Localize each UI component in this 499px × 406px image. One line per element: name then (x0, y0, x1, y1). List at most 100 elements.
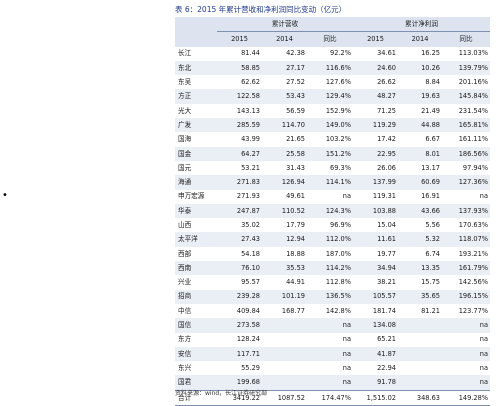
table-row: 山西 35.02 17.79 96.9% 15.04 5.56 170.63% (175, 218, 491, 233)
value-cell: 409.84 (217, 303, 262, 319)
value-cell: 27.52 (262, 75, 307, 90)
value-cell: 19.77 (353, 246, 398, 262)
value-cell: na (307, 318, 353, 333)
table-row: 广发 285.59 114.70 149.0% 119.29 44.88 165.81% (175, 118, 491, 133)
value-cell (398, 346, 442, 362)
value-cell: 54.18 (217, 246, 262, 262)
value-cell: na (307, 346, 353, 362)
value-cell: 58.85 (217, 60, 262, 76)
value-cell (398, 375, 442, 391)
value-cell: 117.71 (217, 346, 262, 362)
value-cell: 44.91 (262, 275, 307, 290)
value-cell: 103.88 (353, 203, 398, 219)
value-cell: 26.06 (353, 160, 398, 176)
group-header-row: 累计营收 累计净利润 (175, 17, 491, 33)
value-cell (262, 318, 307, 333)
value-cell: 11.61 (353, 232, 398, 247)
company-name-cell: 国君 (175, 375, 217, 391)
value-cell: 271.93 (217, 189, 262, 204)
value-cell: 55.29 (217, 361, 262, 376)
group-header-profit: 累计净利润 (353, 17, 491, 33)
table-row: 中信 409.84 168.77 142.8% 181.74 81.21 123.77% (175, 303, 491, 319)
value-cell: 65.21 (353, 332, 398, 347)
group-header-revenue: 累计营收 (217, 17, 353, 33)
value-cell: 8.84 (398, 75, 442, 90)
value-cell: 35.53 (262, 261, 307, 276)
value-cell: 38.21 (353, 275, 398, 290)
value-cell: 105.57 (353, 289, 398, 304)
table-row: 东吴 62.62 27.52 127.6% 26.62 8.84 201.16% (175, 75, 491, 90)
company-name-cell: 申万宏源 (175, 189, 217, 204)
value-cell: 60.69 (398, 175, 442, 190)
value-cell: 97.94% (442, 160, 491, 176)
value-cell: 91.78 (353, 375, 398, 391)
value-cell: 174.47% (307, 389, 353, 406)
value-cell: 152.9% (307, 103, 353, 119)
value-cell (262, 375, 307, 391)
table-row: 西部 54.18 18.88 187.0% 19.77 6.74 193.21% (175, 246, 491, 262)
value-cell: na (442, 332, 491, 347)
value-cell: 16.25 (398, 46, 442, 61)
table-row: 国海 43.99 21.65 103.2% 17.42 6.67 161.11% (175, 132, 491, 147)
value-cell: 31.43 (262, 160, 307, 176)
value-cell: 22.95 (353, 146, 398, 161)
corner-cell (175, 31, 217, 47)
table-title: 表 6：2015 年累计营收和净利润同比变动（亿元） (175, 5, 347, 14)
value-cell: 122.58 (217, 89, 262, 104)
value-cell: 17.42 (353, 132, 398, 147)
value-cell: 168.77 (262, 303, 307, 319)
table-row: 长江 81.44 42.38 92.2% 34.61 16.25 113.03% (175, 46, 491, 61)
col-header-2015: 2015 (353, 31, 398, 47)
value-cell: 81.21 (398, 303, 442, 319)
value-cell: na (307, 375, 353, 391)
company-name-cell: 山西 (175, 218, 217, 233)
value-cell: 17.79 (262, 218, 307, 233)
company-name-cell: 广发 (175, 118, 217, 133)
value-cell: 12.94 (262, 232, 307, 247)
col-header-2014: 2014 (398, 31, 442, 47)
bullet-marker: • (2, 190, 8, 201)
value-cell: 76.10 (217, 261, 262, 276)
value-cell: 81.44 (217, 46, 262, 61)
value-cell: 127.36% (442, 175, 491, 190)
company-name-cell: 兴业 (175, 275, 217, 290)
value-cell: 142.56% (442, 275, 491, 290)
value-cell: 139.79% (442, 60, 491, 76)
col-header-2014: 2014 (262, 31, 307, 47)
value-cell: 116.6% (307, 60, 353, 76)
value-cell: 18.88 (262, 246, 307, 262)
value-cell: 48.27 (353, 89, 398, 104)
value-cell: 149.28% (442, 389, 491, 406)
value-cell: 44.88 (398, 118, 442, 133)
value-cell: 119.31 (353, 189, 398, 204)
value-cell: 271.83 (217, 175, 262, 190)
value-cell: 25.58 (262, 146, 307, 161)
value-cell: 21.65 (262, 132, 307, 147)
value-cell: 149.0% (307, 118, 353, 133)
value-cell: 187.0% (307, 246, 353, 262)
value-cell: 13.17 (398, 160, 442, 176)
table-row: 太平洋 27.43 12.94 112.0% 11.61 5.32 118.07% (175, 232, 491, 247)
value-cell: na (307, 361, 353, 376)
revenue-profit-table: 累计营收 累计净利润 2015 2014 同比 2015 2014 同比 长江 8… (175, 17, 491, 406)
value-cell: 34.61 (353, 46, 398, 61)
company-name-cell: 国海 (175, 132, 217, 147)
value-cell: 126.94 (262, 175, 307, 190)
value-cell: 196.15% (442, 289, 491, 304)
value-cell: 64.27 (217, 146, 262, 161)
table-row: 华泰 247.87 110.52 124.3% 103.88 43.66 137.93% (175, 203, 491, 219)
company-name-cell: 东方 (175, 332, 217, 347)
company-name-cell: 海通 (175, 175, 217, 190)
value-cell: 15.75 (398, 275, 442, 290)
value-cell: 6.67 (398, 132, 442, 147)
value-cell: 96.9% (307, 218, 353, 233)
value-cell: 128.24 (217, 332, 262, 347)
value-cell: 1087.52 (262, 389, 307, 406)
table-row: 东北 58.85 27.17 116.6% 24.60 10.26 139.79% (175, 60, 491, 76)
value-cell: 15.04 (353, 218, 398, 233)
value-cell: 56.59 (262, 103, 307, 119)
value-cell: 92.2% (307, 46, 353, 61)
value-cell: 62.62 (217, 75, 262, 90)
value-cell: 136.5% (307, 289, 353, 304)
value-cell: 49.61 (262, 189, 307, 204)
